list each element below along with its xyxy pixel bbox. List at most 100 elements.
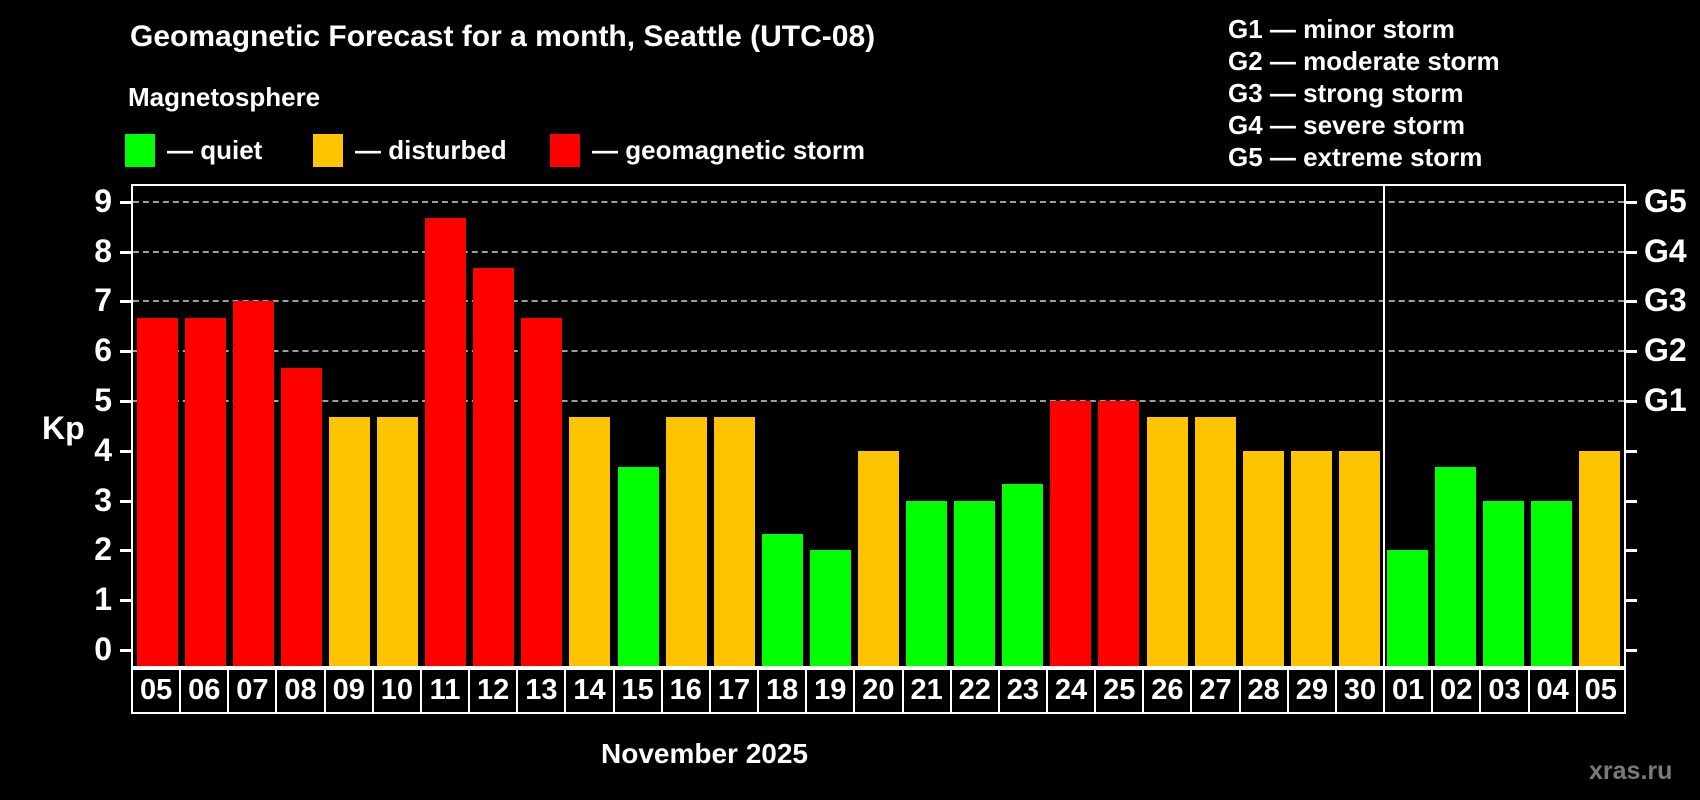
- g-legend-line-2: G2 — moderate storm: [1228, 46, 1500, 76]
- left-tick-7: [120, 300, 131, 304]
- g-scale-label-G2: G2: [1644, 332, 1687, 369]
- g-legend-line-4: G4 — severe storm: [1228, 110, 1466, 140]
- kp-bar-30: [1338, 450, 1380, 666]
- x-day-label-8: 13: [516, 668, 567, 714]
- kp-bar-16: [665, 417, 707, 666]
- legend-item-storm: — geomagnetic storm: [550, 133, 865, 167]
- x-day-label-30: 05: [1575, 668, 1626, 714]
- left-tick-4: [120, 449, 131, 453]
- x-day-label-0: 05: [131, 668, 182, 714]
- plot-area: [131, 184, 1626, 668]
- quiet-swatch: [125, 133, 155, 167]
- kp-bar-29: [1290, 450, 1332, 666]
- x-day-label-27: 02: [1431, 668, 1482, 714]
- y-tick-label-6: 6: [94, 332, 112, 369]
- kp-bar-17: [713, 417, 755, 666]
- storm-swatch: [550, 133, 580, 167]
- x-day-label-15: 20: [853, 668, 904, 714]
- kp-bar-11: [425, 218, 467, 666]
- kp-bar-10: [377, 417, 419, 666]
- gridline-kp5: [133, 400, 1624, 402]
- left-tick-9: [120, 200, 131, 204]
- right-tick-7: [1626, 300, 1637, 304]
- x-day-label-29: 04: [1527, 668, 1578, 714]
- x-day-label-23: 28: [1238, 668, 1289, 714]
- legend-item-disturbed: — disturbed: [313, 133, 507, 167]
- x-day-label-14: 19: [805, 668, 856, 714]
- x-day-label-9: 14: [564, 668, 615, 714]
- month-label: November 2025: [601, 738, 809, 769]
- x-day-label-28: 03: [1479, 668, 1530, 714]
- x-day-label-19: 24: [1045, 668, 1097, 714]
- left-tick-3: [120, 499, 131, 503]
- g-scale-label-G1: G1: [1644, 382, 1687, 418]
- kp-bar-27: [1194, 417, 1236, 666]
- g-scale-label-G3: G3: [1644, 282, 1687, 319]
- kp-bar-25: [1098, 401, 1140, 666]
- legend-label-storm: — geomagnetic storm: [592, 134, 866, 165]
- x-day-label-12: 17: [708, 668, 760, 714]
- kp-bar-05: [136, 317, 178, 666]
- y-tick-label-9: 9: [94, 182, 112, 219]
- kp-bar-13: [521, 317, 563, 666]
- kp-bar-15: [617, 467, 659, 666]
- x-day-label-3: 08: [275, 668, 326, 714]
- right-tick-3: [1626, 499, 1637, 503]
- x-day-label-4: 09: [323, 668, 374, 714]
- x-day-label-22: 27: [1190, 668, 1241, 714]
- right-tick-9: [1626, 200, 1637, 204]
- g-legend-line-1: G1 — minor storm: [1228, 14, 1455, 44]
- y-tick-label-3: 3: [94, 481, 112, 518]
- kp-bar-18: [761, 533, 803, 666]
- kp-bar-01: [1387, 550, 1429, 666]
- x-day-label-5: 10: [371, 668, 422, 714]
- x-day-label-11: 16: [660, 668, 711, 714]
- kp-bar-22: [954, 500, 996, 666]
- kp-bar-03: [1483, 500, 1525, 666]
- kp-bar-08: [280, 367, 322, 666]
- x-day-label-13: 18: [757, 668, 808, 714]
- bars-layer: [133, 186, 1624, 666]
- legend-label-quiet: — quiet: [167, 134, 263, 165]
- gridline-kp7: [133, 300, 1624, 303]
- gridline-kp6: [133, 350, 1624, 353]
- left-tick-1: [120, 599, 131, 603]
- kp-bar-26: [1146, 417, 1188, 666]
- grid-layer: [133, 186, 1624, 666]
- y-tick-label-4: 4: [94, 431, 112, 468]
- right-tick-5: [1626, 400, 1637, 403]
- disturbed-swatch: [313, 133, 343, 167]
- page-title: Geomagnetic Forecast for a month, Seattl…: [130, 20, 876, 53]
- y-tick-label-5: 5: [94, 382, 112, 418]
- x-axis-labels: 05 06 07 08 09 10 11 12 13 14 15 16 17 18 19 20 21 22 23 24…: [131, 668, 1626, 714]
- kp-bar-23: [1002, 484, 1044, 666]
- x-day-label-6: 11: [419, 668, 471, 714]
- g-legend-line-5: G5 — extreme storm: [1228, 142, 1483, 172]
- watermark: xras.ru: [1589, 757, 1673, 785]
- left-tick-2: [120, 549, 131, 553]
- x-day-label-25: 30: [1334, 668, 1386, 714]
- kp-bar-07: [232, 301, 274, 666]
- kp-bar-12: [473, 268, 515, 666]
- x-day-label-16: 21: [901, 668, 952, 714]
- kp-bar-06: [184, 317, 226, 666]
- gridline-kp8: [133, 250, 1624, 253]
- left-tick-8: [120, 250, 131, 254]
- kp-bar-21: [906, 500, 948, 666]
- x-day-label-1: 06: [179, 668, 230, 714]
- legend-label-disturbed: — disturbed: [355, 134, 507, 165]
- y-axis-title: Kp: [42, 410, 85, 446]
- right-tick-6: [1626, 350, 1637, 354]
- g-scale-label-G5: G5: [1644, 182, 1687, 219]
- left-tick-0: [120, 649, 131, 652]
- x-day-label-18: 23: [997, 668, 1048, 714]
- x-day-label-17: 22: [949, 668, 1000, 714]
- kp-bar-19: [809, 550, 851, 666]
- x-day-label-21: 26: [1142, 668, 1193, 714]
- kp-bar-20: [858, 450, 899, 666]
- right-tick-2: [1626, 549, 1637, 553]
- left-tick-6: [120, 350, 131, 354]
- g-scale-label-G4: G4: [1644, 232, 1687, 269]
- month-divider-line: [1382, 186, 1385, 666]
